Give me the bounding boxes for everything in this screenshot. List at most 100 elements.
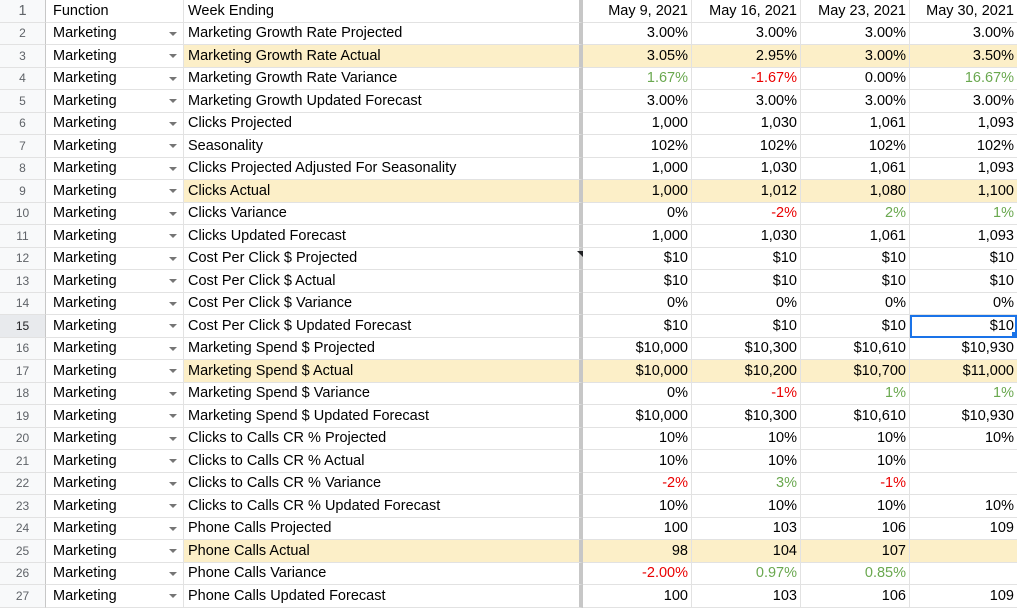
value-cell[interactable]: $10 bbox=[583, 247, 692, 270]
metric-label-cell[interactable]: Clicks Projected Adjusted For Seasonalit… bbox=[184, 157, 583, 180]
function-dropdown-cell[interactable]: Marketing bbox=[46, 247, 184, 270]
value-cell[interactable]: 2.95% bbox=[692, 45, 801, 68]
value-cell[interactable]: 102% bbox=[583, 135, 692, 158]
value-cell[interactable]: 16.67% bbox=[910, 68, 1017, 90]
value-cell[interactable]: $10 bbox=[801, 247, 910, 270]
value-cell[interactable]: 3.00% bbox=[583, 90, 692, 113]
header-week-ending[interactable]: Week Ending bbox=[184, 0, 583, 23]
function-dropdown-cell[interactable]: Marketing bbox=[46, 45, 184, 68]
value-cell[interactable]: 106 bbox=[801, 517, 910, 540]
function-dropdown-cell[interactable]: Marketing bbox=[46, 202, 184, 225]
dropdown-arrow-icon[interactable] bbox=[169, 571, 177, 576]
value-cell[interactable]: 3.00% bbox=[801, 22, 910, 45]
value-cell[interactable]: 2% bbox=[801, 202, 910, 225]
row-number[interactable]: 11 bbox=[0, 225, 46, 248]
function-dropdown-cell[interactable]: Marketing bbox=[46, 90, 184, 113]
dropdown-arrow-icon[interactable] bbox=[169, 99, 177, 103]
value-cell[interactable]: $10 bbox=[692, 247, 801, 270]
value-cell[interactable]: 10% bbox=[583, 450, 692, 473]
value-cell[interactable]: 1,061 bbox=[801, 157, 910, 180]
value-cell[interactable]: -1% bbox=[692, 382, 801, 405]
row-number[interactable]: 27 bbox=[0, 585, 46, 608]
function-dropdown-cell[interactable]: Marketing bbox=[46, 135, 184, 158]
value-cell[interactable]: 10% bbox=[801, 495, 910, 518]
metric-label-cell[interactable]: Cost Per Click $ Variance bbox=[184, 292, 583, 315]
row-number[interactable]: 14 bbox=[0, 292, 46, 315]
metric-label-cell[interactable]: Clicks Updated Forecast bbox=[184, 225, 583, 248]
dropdown-arrow-icon[interactable] bbox=[169, 166, 177, 171]
value-cell[interactable]: 0% bbox=[583, 292, 692, 315]
value-cell[interactable]: 1,012 bbox=[692, 180, 801, 203]
value-cell[interactable]: $10 bbox=[583, 315, 692, 338]
row-number[interactable]: 18 bbox=[0, 382, 46, 405]
value-cell[interactable]: $10 bbox=[801, 270, 910, 293]
header-date[interactable]: May 23, 2021 bbox=[801, 0, 910, 23]
value-cell[interactable]: -1% bbox=[801, 472, 910, 495]
value-cell[interactable]: 0% bbox=[801, 292, 910, 315]
value-cell[interactable]: 3.50% bbox=[910, 45, 1017, 68]
value-cell[interactable]: 3.05% bbox=[583, 45, 692, 68]
function-dropdown-cell[interactable]: Marketing bbox=[46, 495, 184, 518]
header-date[interactable]: May 16, 2021 bbox=[692, 0, 801, 23]
function-dropdown-cell[interactable]: Marketing bbox=[46, 382, 184, 405]
dropdown-arrow-icon[interactable] bbox=[169, 121, 177, 126]
function-dropdown-cell[interactable]: Marketing bbox=[46, 112, 184, 135]
value-cell[interactable]: 0% bbox=[583, 202, 692, 225]
function-dropdown-cell[interactable]: Marketing bbox=[46, 225, 184, 248]
row-number[interactable]: 12 bbox=[0, 247, 46, 270]
row-number[interactable]: 17 bbox=[0, 360, 46, 383]
metric-label-cell[interactable]: Marketing Spend $ Actual bbox=[184, 360, 583, 383]
value-cell[interactable]: 3% bbox=[692, 472, 801, 495]
header-function[interactable]: Function bbox=[46, 0, 184, 23]
function-dropdown-cell[interactable]: Marketing bbox=[46, 292, 184, 315]
dropdown-arrow-icon[interactable] bbox=[169, 549, 177, 553]
value-cell[interactable] bbox=[910, 473, 1017, 495]
row-number[interactable]: 21 bbox=[0, 450, 46, 473]
value-cell[interactable]: 0.97% bbox=[692, 562, 801, 585]
function-dropdown-cell[interactable]: Marketing bbox=[46, 450, 184, 473]
row-number[interactable]: 20 bbox=[0, 427, 46, 450]
value-cell[interactable]: $10,930 bbox=[910, 405, 1017, 428]
row-number[interactable]: 9 bbox=[0, 180, 46, 203]
dropdown-arrow-icon[interactable] bbox=[169, 459, 177, 463]
value-cell[interactable]: 102% bbox=[801, 135, 910, 158]
value-cell[interactable]: 0% bbox=[910, 293, 1017, 315]
value-cell[interactable]: 1,093 bbox=[910, 225, 1017, 248]
row-number[interactable]: 8 bbox=[0, 157, 46, 180]
row-number[interactable]: 19 bbox=[0, 405, 46, 428]
function-dropdown-cell[interactable]: Marketing bbox=[46, 540, 184, 563]
function-dropdown-cell[interactable]: Marketing bbox=[46, 315, 184, 338]
value-cell[interactable]: 1.67% bbox=[583, 67, 692, 90]
row-number[interactable]: 3 bbox=[0, 45, 46, 68]
value-cell[interactable]: 0.85% bbox=[801, 562, 910, 585]
metric-label-cell[interactable]: Clicks to Calls CR % Variance bbox=[184, 472, 583, 495]
value-cell[interactable]: 104 bbox=[692, 540, 801, 563]
metric-label-cell[interactable]: Clicks Projected bbox=[184, 112, 583, 135]
function-dropdown-cell[interactable]: Marketing bbox=[46, 585, 184, 608]
dropdown-arrow-icon[interactable] bbox=[169, 256, 177, 261]
metric-label-cell[interactable]: Phone Calls Projected bbox=[184, 517, 583, 540]
header-date[interactable]: May 9, 2021 bbox=[583, 0, 692, 23]
dropdown-arrow-icon[interactable] bbox=[169, 504, 177, 508]
function-dropdown-cell[interactable]: Marketing bbox=[46, 517, 184, 540]
value-cell[interactable]: 1,000 bbox=[583, 112, 692, 135]
row-number[interactable]: 6 bbox=[0, 112, 46, 135]
value-cell[interactable]: -2.00% bbox=[583, 562, 692, 585]
value-cell[interactable]: $10 bbox=[692, 270, 801, 293]
function-dropdown-cell[interactable]: Marketing bbox=[46, 270, 184, 293]
header-date[interactable]: May 30, 2021 bbox=[910, 0, 1017, 23]
function-dropdown-cell[interactable]: Marketing bbox=[46, 427, 184, 450]
value-cell[interactable]: $10,610 bbox=[801, 337, 910, 360]
function-dropdown-cell[interactable]: Marketing bbox=[46, 472, 184, 495]
value-cell[interactable]: $10,700 bbox=[801, 360, 910, 383]
metric-label-cell[interactable]: Seasonality bbox=[184, 135, 583, 158]
row-number[interactable]: 23 bbox=[0, 495, 46, 518]
dropdown-arrow-icon[interactable] bbox=[169, 369, 177, 373]
value-cell[interactable]: $10,300 bbox=[692, 337, 801, 360]
value-cell[interactable]: 3.00% bbox=[801, 45, 910, 68]
value-cell[interactable]: 109 bbox=[910, 518, 1017, 540]
value-cell[interactable]: 109 bbox=[910, 585, 1017, 608]
row-number[interactable]: 7 bbox=[0, 135, 46, 158]
value-cell[interactable]: 3.00% bbox=[692, 90, 801, 113]
metric-label-cell[interactable]: Phone Calls Actual bbox=[184, 540, 583, 563]
